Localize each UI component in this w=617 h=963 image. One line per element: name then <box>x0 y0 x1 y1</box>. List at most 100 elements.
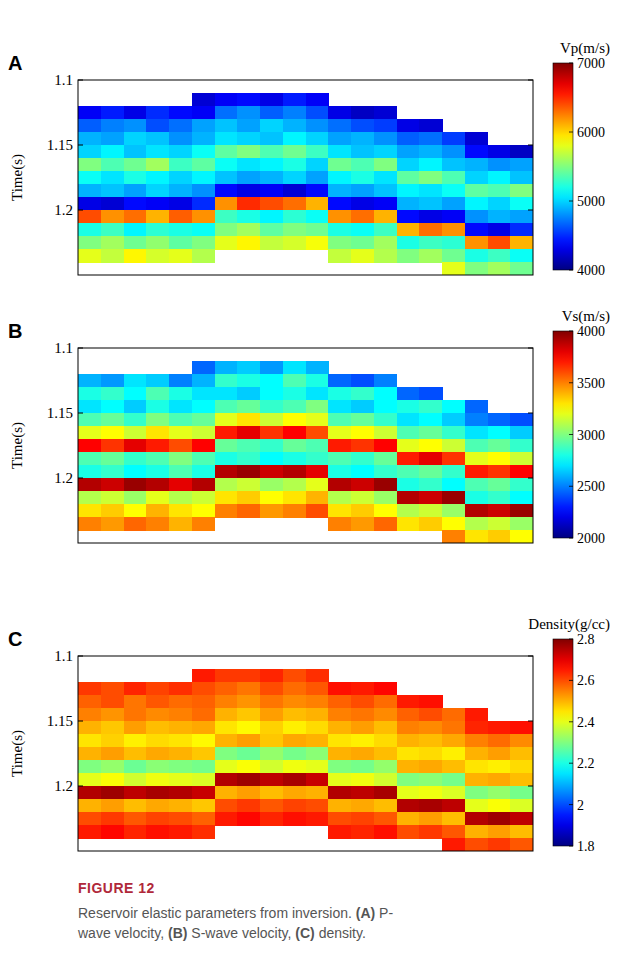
cell <box>124 465 147 479</box>
cell <box>374 132 397 146</box>
cell <box>351 452 374 466</box>
cell <box>124 426 147 440</box>
cell <box>306 210 329 224</box>
cell <box>419 760 442 774</box>
cell <box>397 210 420 224</box>
cell <box>328 760 351 774</box>
cell <box>351 413 374 427</box>
cell <box>215 158 238 172</box>
y-axis-title: Time(s) <box>9 154 26 201</box>
cell <box>101 158 124 172</box>
cell <box>124 786 147 800</box>
y-tick <box>78 145 83 146</box>
cell <box>419 426 442 440</box>
cell <box>101 426 124 440</box>
cell <box>124 223 147 237</box>
panel: 1.11.151.2Time(s)B20002500300035004000Vs… <box>8 308 610 546</box>
cell <box>169 439 192 453</box>
cell <box>215 812 238 826</box>
cell <box>260 669 283 683</box>
cell <box>78 374 101 388</box>
cell <box>442 426 465 440</box>
cell <box>306 223 329 237</box>
cell <box>442 171 465 185</box>
cell <box>397 708 420 722</box>
cell <box>146 413 169 427</box>
cell <box>397 760 420 774</box>
cell <box>419 132 442 146</box>
cell <box>192 721 215 735</box>
cell <box>510 145 533 159</box>
cell <box>101 184 124 198</box>
cell <box>260 799 283 813</box>
cell <box>283 106 306 120</box>
cell <box>397 465 420 479</box>
cell <box>192 773 215 787</box>
cell <box>374 504 397 518</box>
cell <box>215 669 238 683</box>
cell <box>169 708 192 722</box>
cell <box>260 210 283 224</box>
cell <box>146 812 169 826</box>
y-tick <box>78 656 83 657</box>
cell <box>192 413 215 427</box>
y-tick <box>528 786 533 787</box>
caption-run: Reservoir elastic parameters from invers… <box>78 905 356 921</box>
cell <box>488 452 511 466</box>
cell <box>488 504 511 518</box>
cell <box>397 413 420 427</box>
cell <box>488 171 511 185</box>
cell <box>146 387 169 401</box>
cell <box>192 812 215 826</box>
cell <box>374 374 397 388</box>
cell <box>78 773 101 787</box>
cell <box>283 812 306 826</box>
cell <box>397 734 420 748</box>
y-axis-title: Time(s) <box>9 730 26 777</box>
colorbar-tick-label: 3500 <box>577 376 605 391</box>
cell <box>215 184 238 198</box>
cell <box>510 747 533 761</box>
cell <box>328 799 351 813</box>
cell <box>419 184 442 198</box>
colorbar-tick-label: 2 <box>577 798 584 813</box>
cell <box>192 400 215 414</box>
cell <box>237 145 260 159</box>
cell <box>146 171 169 185</box>
cell <box>306 747 329 761</box>
cell <box>215 799 238 813</box>
cell <box>510 760 533 774</box>
cell <box>442 773 465 787</box>
cell <box>328 387 351 401</box>
y-tick-label: 1.15 <box>47 137 73 153</box>
cell <box>465 721 488 735</box>
cell <box>442 184 465 198</box>
cell <box>169 504 192 518</box>
cell <box>419 400 442 414</box>
cell <box>510 517 533 531</box>
cell <box>78 236 101 250</box>
cell <box>374 721 397 735</box>
cell <box>419 452 442 466</box>
cell <box>78 734 101 748</box>
cell <box>419 145 442 159</box>
cell <box>465 452 488 466</box>
cell <box>351 184 374 198</box>
cell <box>510 236 533 250</box>
y-axis-title: Time(s) <box>9 422 26 469</box>
y-tick <box>78 80 83 81</box>
cell <box>124 387 147 401</box>
cell <box>283 210 306 224</box>
cell <box>465 426 488 440</box>
cell <box>283 197 306 211</box>
cell <box>488 773 511 787</box>
cell <box>78 171 101 185</box>
cell <box>351 223 374 237</box>
cell <box>146 400 169 414</box>
cell <box>78 387 101 401</box>
cell <box>510 478 533 492</box>
cell <box>146 452 169 466</box>
cell <box>306 760 329 774</box>
cell <box>237 812 260 826</box>
cell <box>101 465 124 479</box>
